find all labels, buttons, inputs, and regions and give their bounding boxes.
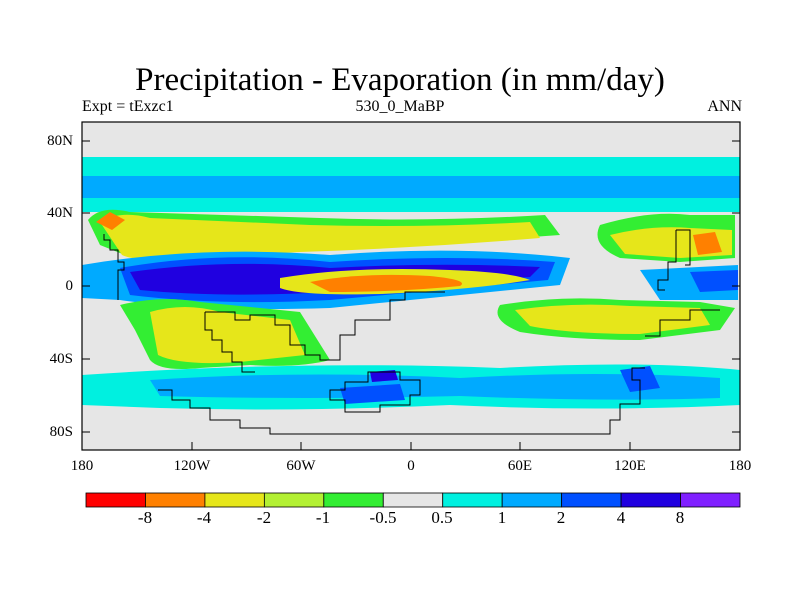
colorbar-label: -4	[196, 508, 212, 527]
region-north-yellow	[100, 214, 540, 260]
region-south-darkest	[370, 370, 398, 382]
plot-title: Precipitation - Evaporation (in mm/day)	[135, 62, 665, 98]
colorbar-swatch	[145, 492, 206, 508]
colorbar-swatch	[85, 492, 146, 508]
colorbar-label: 0.5	[431, 508, 453, 527]
colorbar-swatch	[501, 492, 563, 508]
x-label-180w: 180	[70, 458, 94, 474]
region-north-orange	[96, 212, 125, 230]
region-sw-yellow	[150, 307, 305, 364]
coast-segment	[657, 230, 677, 291]
equatorial-dry-core	[310, 274, 462, 292]
colorbar-swatch	[323, 492, 384, 508]
y-ticks	[82, 140, 740, 433]
x-label-60w: 60W	[286, 458, 316, 474]
colorbar-label: -1	[315, 508, 331, 527]
colorbar-label: -8	[137, 508, 153, 527]
colorbar-label: -2	[256, 508, 272, 527]
colorbar-swatch	[442, 492, 503, 508]
region-south-darkblue-1	[340, 384, 405, 404]
colorbar-label: -0.5	[369, 508, 397, 527]
experiment-label: Expt = tExzc1	[82, 98, 174, 115]
y-label-40n: 40N	[47, 205, 73, 221]
colorbar-swatch	[680, 492, 741, 508]
x-label-60e: 60E	[507, 458, 533, 474]
colorbar-label: 4	[616, 508, 626, 527]
colorbar	[85, 492, 741, 508]
band-north-cyan	[82, 157, 740, 179]
coastlines	[103, 229, 720, 435]
colorbar-label: 8	[675, 508, 685, 527]
colorbar-label: 2	[556, 508, 566, 527]
x-label-120e: 120E	[614, 458, 646, 474]
coast-segment	[645, 309, 720, 337]
season-label: ANN	[707, 98, 742, 115]
x-label-0: 0	[407, 458, 415, 474]
colorbar-swatch	[382, 492, 444, 508]
coast-segment	[676, 229, 691, 266]
band-north-blue	[82, 176, 740, 201]
x-ticks	[81, 442, 741, 450]
region-ne-orange	[693, 232, 722, 255]
band-north-cyan-2	[82, 198, 740, 212]
coast-segment	[204, 312, 255, 373]
colorbar-swatch	[620, 492, 681, 508]
colorbar-label: 1	[497, 508, 507, 527]
y-label-40s: 40S	[49, 351, 73, 367]
coast-segment	[158, 367, 645, 435]
region-south-darkblue-2	[620, 366, 660, 392]
colorbar-swatch	[204, 492, 265, 508]
y-label-80n: 80N	[47, 133, 73, 149]
colorbar-swatch	[561, 492, 622, 508]
coast-segment	[329, 371, 421, 413]
coast-segment	[205, 291, 445, 361]
y-label-0: 0	[65, 278, 74, 294]
x-label-120w: 120W	[173, 458, 211, 474]
x-label-180e: 180	[728, 458, 752, 474]
region-east-eq-dark	[690, 270, 738, 292]
y-label-80s: 80S	[49, 424, 73, 440]
colorbar-swatch	[263, 492, 325, 508]
time-label: 530_0_MaBP	[355, 98, 445, 115]
region-se-yellow	[515, 304, 710, 334]
band-south-blue	[150, 374, 720, 400]
coast-segment	[103, 234, 125, 300]
